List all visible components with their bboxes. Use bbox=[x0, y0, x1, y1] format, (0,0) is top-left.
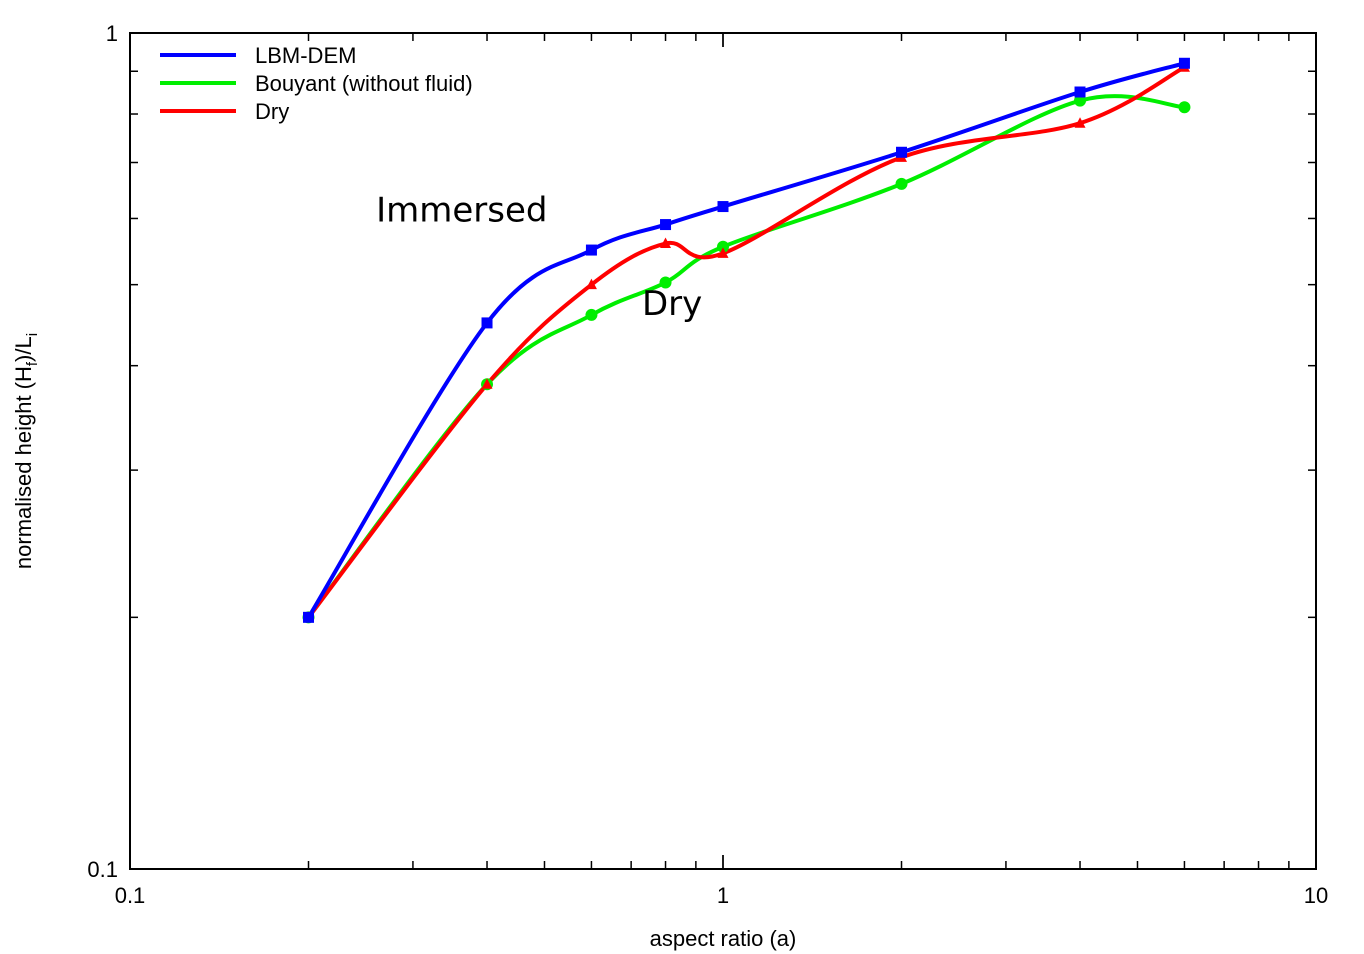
annotation-label: Immersed bbox=[376, 191, 547, 231]
annotation-label: Dry bbox=[642, 284, 702, 324]
legend-label: Dry bbox=[255, 99, 289, 124]
legend-label: LBM-DEM bbox=[255, 43, 356, 68]
x-axis-label: aspect ratio (a) bbox=[650, 926, 797, 951]
marker-layer bbox=[302, 57, 1191, 624]
legend: LBM-DEM Bouyant (without fluid) Dry bbox=[160, 43, 473, 124]
series-layer bbox=[306, 61, 1187, 620]
data-point-circle bbox=[1074, 94, 1087, 107]
data-point-square bbox=[717, 201, 729, 213]
series-line-lbm-dem bbox=[306, 61, 1187, 620]
series-line-bouyant-without-fluid- bbox=[306, 94, 1187, 620]
tick-labels: 0.1 1 10 0.1 1 bbox=[87, 21, 1328, 908]
y-axis-label: normalised height (Hf)/Li bbox=[11, 333, 41, 569]
annotations: Immersed Dry bbox=[376, 191, 702, 324]
x-tick-label: 0.1 bbox=[115, 883, 146, 908]
data-point-square bbox=[1178, 57, 1190, 69]
data-point-square bbox=[1074, 86, 1086, 98]
data-point-triangle bbox=[1074, 117, 1086, 128]
data-point-circle bbox=[659, 276, 672, 289]
y-tick-label: 0.1 bbox=[87, 857, 118, 882]
plot-frame bbox=[129, 32, 1317, 870]
data-point-circle bbox=[895, 177, 908, 190]
data-point-square bbox=[896, 146, 908, 158]
x-tick-label: 10 bbox=[1304, 883, 1328, 908]
data-point-triangle bbox=[585, 278, 597, 290]
legend-label: Bouyant (without fluid) bbox=[255, 71, 473, 96]
series-line-dry bbox=[306, 65, 1187, 620]
axis-ticks bbox=[129, 32, 1317, 870]
data-point-circle bbox=[1178, 101, 1191, 114]
data-point-circle bbox=[717, 240, 729, 253]
data-point-triangle bbox=[660, 237, 672, 249]
y-tick-label: 1 bbox=[106, 21, 118, 46]
data-point-square bbox=[481, 317, 493, 329]
data-point-square bbox=[660, 219, 672, 231]
data-point-circle bbox=[585, 308, 598, 321]
data-point-triangle bbox=[717, 247, 729, 258]
data-point-triangle bbox=[481, 378, 493, 389]
data-point-square bbox=[303, 611, 315, 623]
x-tick-label: 1 bbox=[717, 883, 729, 908]
data-point-square bbox=[585, 244, 597, 256]
